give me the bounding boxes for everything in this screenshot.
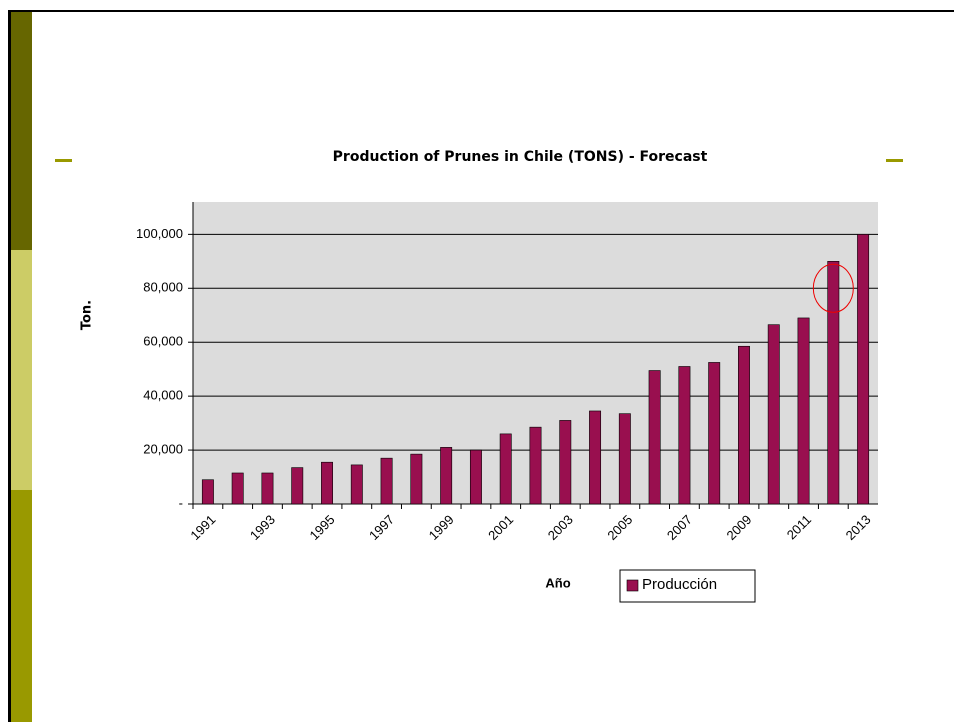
side-strip — [11, 490, 32, 722]
side-strip — [11, 250, 32, 490]
bar — [469, 449, 482, 505]
bar — [499, 433, 512, 505]
x-tick-label: 1995 — [307, 512, 338, 543]
x-tick-label: 1991 — [187, 512, 218, 543]
y-tick-label: 20,000 — [143, 442, 183, 457]
top-border — [8, 10, 954, 12]
x-tick-label: 1997 — [366, 512, 397, 543]
x-axis-label: Año — [545, 575, 570, 590]
highlight-circle — [812, 263, 854, 313]
bar — [291, 467, 304, 505]
x-tick-label: 2005 — [604, 512, 635, 543]
y-tick-label: 60,000 — [143, 334, 183, 349]
side-strip — [11, 12, 32, 250]
left-border — [8, 10, 11, 722]
y-tick-label: 80,000 — [143, 280, 183, 295]
bar — [708, 362, 721, 505]
bar — [589, 410, 602, 505]
bar — [440, 447, 453, 505]
dash — [886, 159, 903, 162]
bar — [380, 457, 393, 505]
bar — [767, 324, 780, 505]
x-tick-label: 2001 — [485, 512, 516, 543]
bar — [529, 426, 542, 505]
x-tick-label: 1993 — [247, 512, 278, 543]
x-tick-label: 2009 — [723, 512, 754, 543]
x-tick-label: 1999 — [426, 512, 457, 543]
x-tick-label: 2007 — [664, 512, 695, 543]
chart-title: Production of Prunes in Chile (TONS) - F… — [333, 149, 708, 165]
x-tick-label: 2003 — [545, 512, 576, 543]
dash — [55, 159, 72, 162]
bar — [201, 479, 214, 505]
bar — [321, 461, 333, 505]
x-tick-label: 2013 — [843, 512, 874, 543]
bar — [738, 345, 750, 505]
bar — [827, 261, 840, 505]
y-tick-label: 100,000 — [136, 226, 183, 241]
y-tick-label: - — [179, 495, 183, 510]
y-tick-label: 40,000 — [143, 388, 183, 403]
bar — [231, 472, 244, 505]
legend-swatch — [626, 579, 639, 592]
bar — [261, 472, 274, 505]
bar — [648, 370, 661, 505]
bar — [350, 464, 363, 505]
bar — [857, 234, 870, 505]
x-tick-label: 2011 — [784, 512, 814, 542]
legend — [619, 569, 756, 603]
bar — [559, 420, 572, 505]
legend-label: Producción — [642, 576, 717, 593]
y-axis-label: Ton. — [80, 300, 95, 330]
bar — [618, 413, 631, 505]
bar — [410, 453, 423, 505]
bar — [797, 317, 810, 505]
bar — [678, 366, 691, 505]
